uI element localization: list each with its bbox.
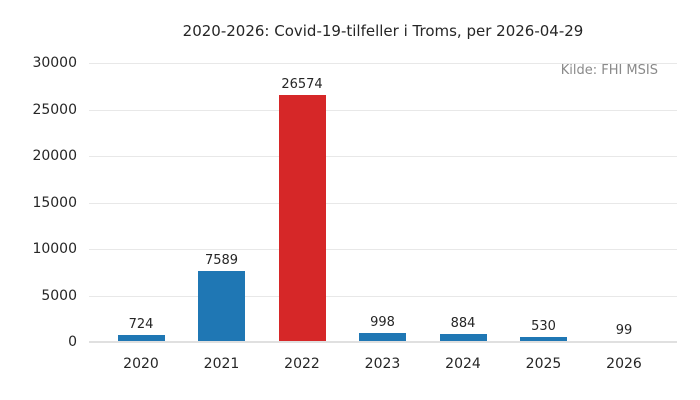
- y-tick-label: 5000: [41, 287, 77, 304]
- bar: [359, 332, 406, 342]
- x-tick-label: 2023: [364, 356, 401, 372]
- bar-value-label: 99: [615, 323, 633, 339]
- gridline: [89, 295, 677, 297]
- source-note: Kilde: FHI MSIS: [560, 63, 658, 78]
- bar-value-label: 998: [370, 314, 395, 330]
- x-tick-label: 2026: [606, 356, 642, 372]
- y-tick-label: 10000: [32, 241, 77, 257]
- bar: [520, 337, 567, 342]
- x-tick-label: 2020: [123, 356, 159, 372]
- bar: [278, 94, 326, 342]
- y-tick-label: 30000: [32, 55, 77, 71]
- x-tick-label: 2021: [203, 356, 240, 372]
- bar-value-label: 7589: [204, 253, 239, 269]
- bar-value-label: 26574: [281, 76, 323, 92]
- plot-area: 724 7589 26574 998 884 530 99: [89, 63, 677, 343]
- gridline: [89, 249, 677, 250]
- x-tick-label: 2025: [525, 356, 562, 372]
- gridline: [89, 63, 677, 64]
- gridline: [89, 156, 677, 157]
- chart-title: 2020-2026: Covid-19-tilfeller i Troms, p…: [182, 22, 584, 40]
- y-tick-label: 20000: [32, 148, 77, 164]
- bar-value-label: 724: [128, 317, 154, 333]
- x-tick-label: 2024: [445, 356, 481, 372]
- bar: [439, 333, 487, 342]
- bar: [198, 271, 245, 342]
- bar: [117, 335, 165, 342]
- gridline: [89, 202, 677, 204]
- x-axis-line: [89, 341, 677, 343]
- bar-value-label: 884: [450, 315, 476, 331]
- bar-value-label: 530: [531, 319, 556, 335]
- y-tick-label: 0: [68, 334, 77, 350]
- gridline: [89, 109, 677, 111]
- x-tick-label: 2022: [284, 356, 320, 372]
- y-tick-label: 25000: [32, 101, 77, 118]
- y-tick-label: 15000: [32, 194, 77, 211]
